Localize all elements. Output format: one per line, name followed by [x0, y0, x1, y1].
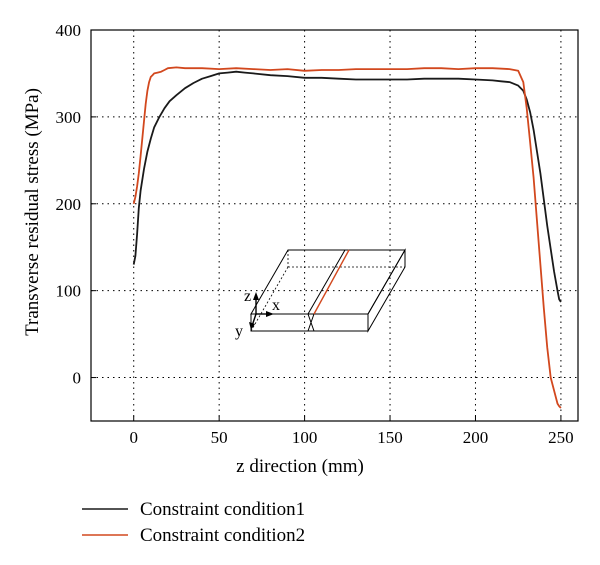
hidden-edge: [250, 266, 289, 332]
legend: Constraint condition1 Constraint conditi…: [82, 499, 305, 546]
y-axis-label: y: [235, 323, 243, 340]
grid: [91, 29, 578, 421]
weld-seam-line: [307, 249, 346, 315]
legend-item-series-1: Constraint condition1: [82, 499, 305, 520]
y-axis-title: Transverse residual stress (MPa): [22, 88, 43, 336]
x-tick-label: 200: [463, 428, 489, 447]
series-line-1: [132, 70, 562, 303]
plate-front-face: [250, 313, 369, 332]
x-arrow-head-icon: [266, 311, 274, 317]
series-line-2: [132, 66, 562, 409]
series-lines: [132, 66, 562, 409]
x-tick-label: 150: [377, 428, 403, 447]
y-tick-label: 400: [56, 21, 82, 40]
legend-item-series-2: Constraint condition2: [82, 525, 305, 546]
y-tick-label: 300: [56, 108, 82, 127]
z-axis-label: z: [244, 288, 251, 305]
y-tick-label: 200: [56, 195, 82, 214]
legend-label: Constraint condition2: [140, 525, 305, 546]
measurement-path-line: [313, 249, 350, 315]
x-tick-label: 250: [548, 428, 574, 447]
plot-frame: [90, 29, 579, 422]
y-arrow-head-icon: [249, 322, 255, 330]
weld-seam-front-line: [307, 313, 315, 332]
z-arrow-head-icon: [253, 292, 259, 300]
x-tick-label: 0: [129, 428, 138, 447]
y-tick-label: 0: [73, 369, 82, 388]
x-axis-label: x: [272, 297, 280, 314]
ticks: 0 50 100 150 200 250 0 100 200 300 400: [56, 21, 574, 447]
x-axis-title: z direction (mm): [236, 456, 364, 477]
y-tick-label: 100: [56, 282, 82, 301]
x-tick-label: 100: [292, 428, 318, 447]
plate-schematic: z x y: [235, 248, 406, 340]
x-tick-label: 50: [211, 428, 228, 447]
legend-label: Constraint condition1: [140, 499, 305, 520]
